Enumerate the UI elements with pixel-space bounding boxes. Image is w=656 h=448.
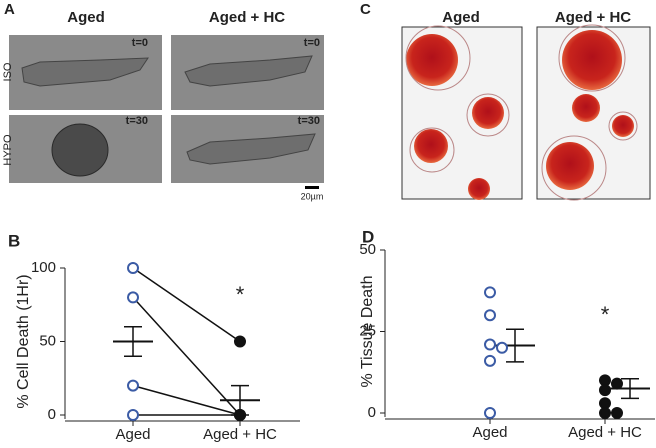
time-label: t=30 — [298, 115, 320, 127]
x-tick-label: Aged + HC — [203, 426, 277, 443]
data-point — [484, 338, 496, 351]
scale-label: 20µm — [301, 191, 324, 201]
micrographs — [9, 35, 324, 189]
time-label: t=30 — [126, 115, 148, 127]
error-bar — [621, 378, 639, 400]
y-tick-label: 25 — [359, 322, 376, 339]
y-axis-label: % Cell Death (1Hr) — [15, 274, 32, 408]
data-point — [234, 409, 246, 421]
pair-line — [132, 267, 241, 343]
pair-line — [132, 384, 241, 416]
y-tick-label: 100 — [31, 259, 56, 276]
x-tick-label: Aged — [472, 424, 507, 441]
x-tick-label: Aged — [115, 426, 150, 443]
data-point — [127, 291, 139, 304]
panel-letter: B — [8, 231, 20, 250]
y-tick-label: 50 — [359, 241, 376, 258]
panel-letter: C — [360, 1, 371, 18]
data-point — [611, 407, 623, 419]
time-label: t=0 — [304, 37, 320, 49]
data-point — [234, 335, 246, 348]
data-point — [484, 407, 496, 419]
significance: * — [601, 302, 610, 327]
data-point — [599, 384, 611, 397]
pair-line — [132, 296, 241, 416]
column-label: Aged + HC — [555, 9, 631, 26]
error-bar — [506, 328, 524, 363]
data-point — [496, 341, 508, 354]
data-point — [484, 354, 496, 367]
panel-letter: D — [362, 227, 374, 246]
row-label: ISO — [2, 62, 14, 81]
data-point — [599, 374, 611, 387]
column-label: Aged — [442, 9, 480, 26]
y-tick-label: 50 — [39, 332, 56, 349]
data-point — [484, 309, 496, 322]
y-axis-label: % Tissue Death — [359, 275, 376, 387]
significance: * — [236, 282, 245, 307]
y-tick-label: 0 — [48, 406, 56, 423]
column-label: Aged — [67, 9, 105, 26]
error-bar — [124, 326, 142, 357]
data-point — [484, 286, 496, 299]
data-point — [599, 397, 611, 410]
data-point — [611, 377, 623, 390]
panel-letter: A — [4, 1, 15, 18]
column-label: Aged + HC — [209, 9, 285, 26]
data-point — [127, 262, 139, 274]
time-label: t=0 — [132, 37, 148, 49]
y-tick-label: 0 — [368, 404, 376, 421]
x-tick-label: Aged + HC — [568, 424, 642, 441]
data-point — [599, 407, 611, 419]
data-point — [127, 409, 139, 421]
row-label: HYPO — [2, 134, 14, 166]
data-point — [127, 379, 139, 392]
heart-photos — [401, 24, 651, 201]
